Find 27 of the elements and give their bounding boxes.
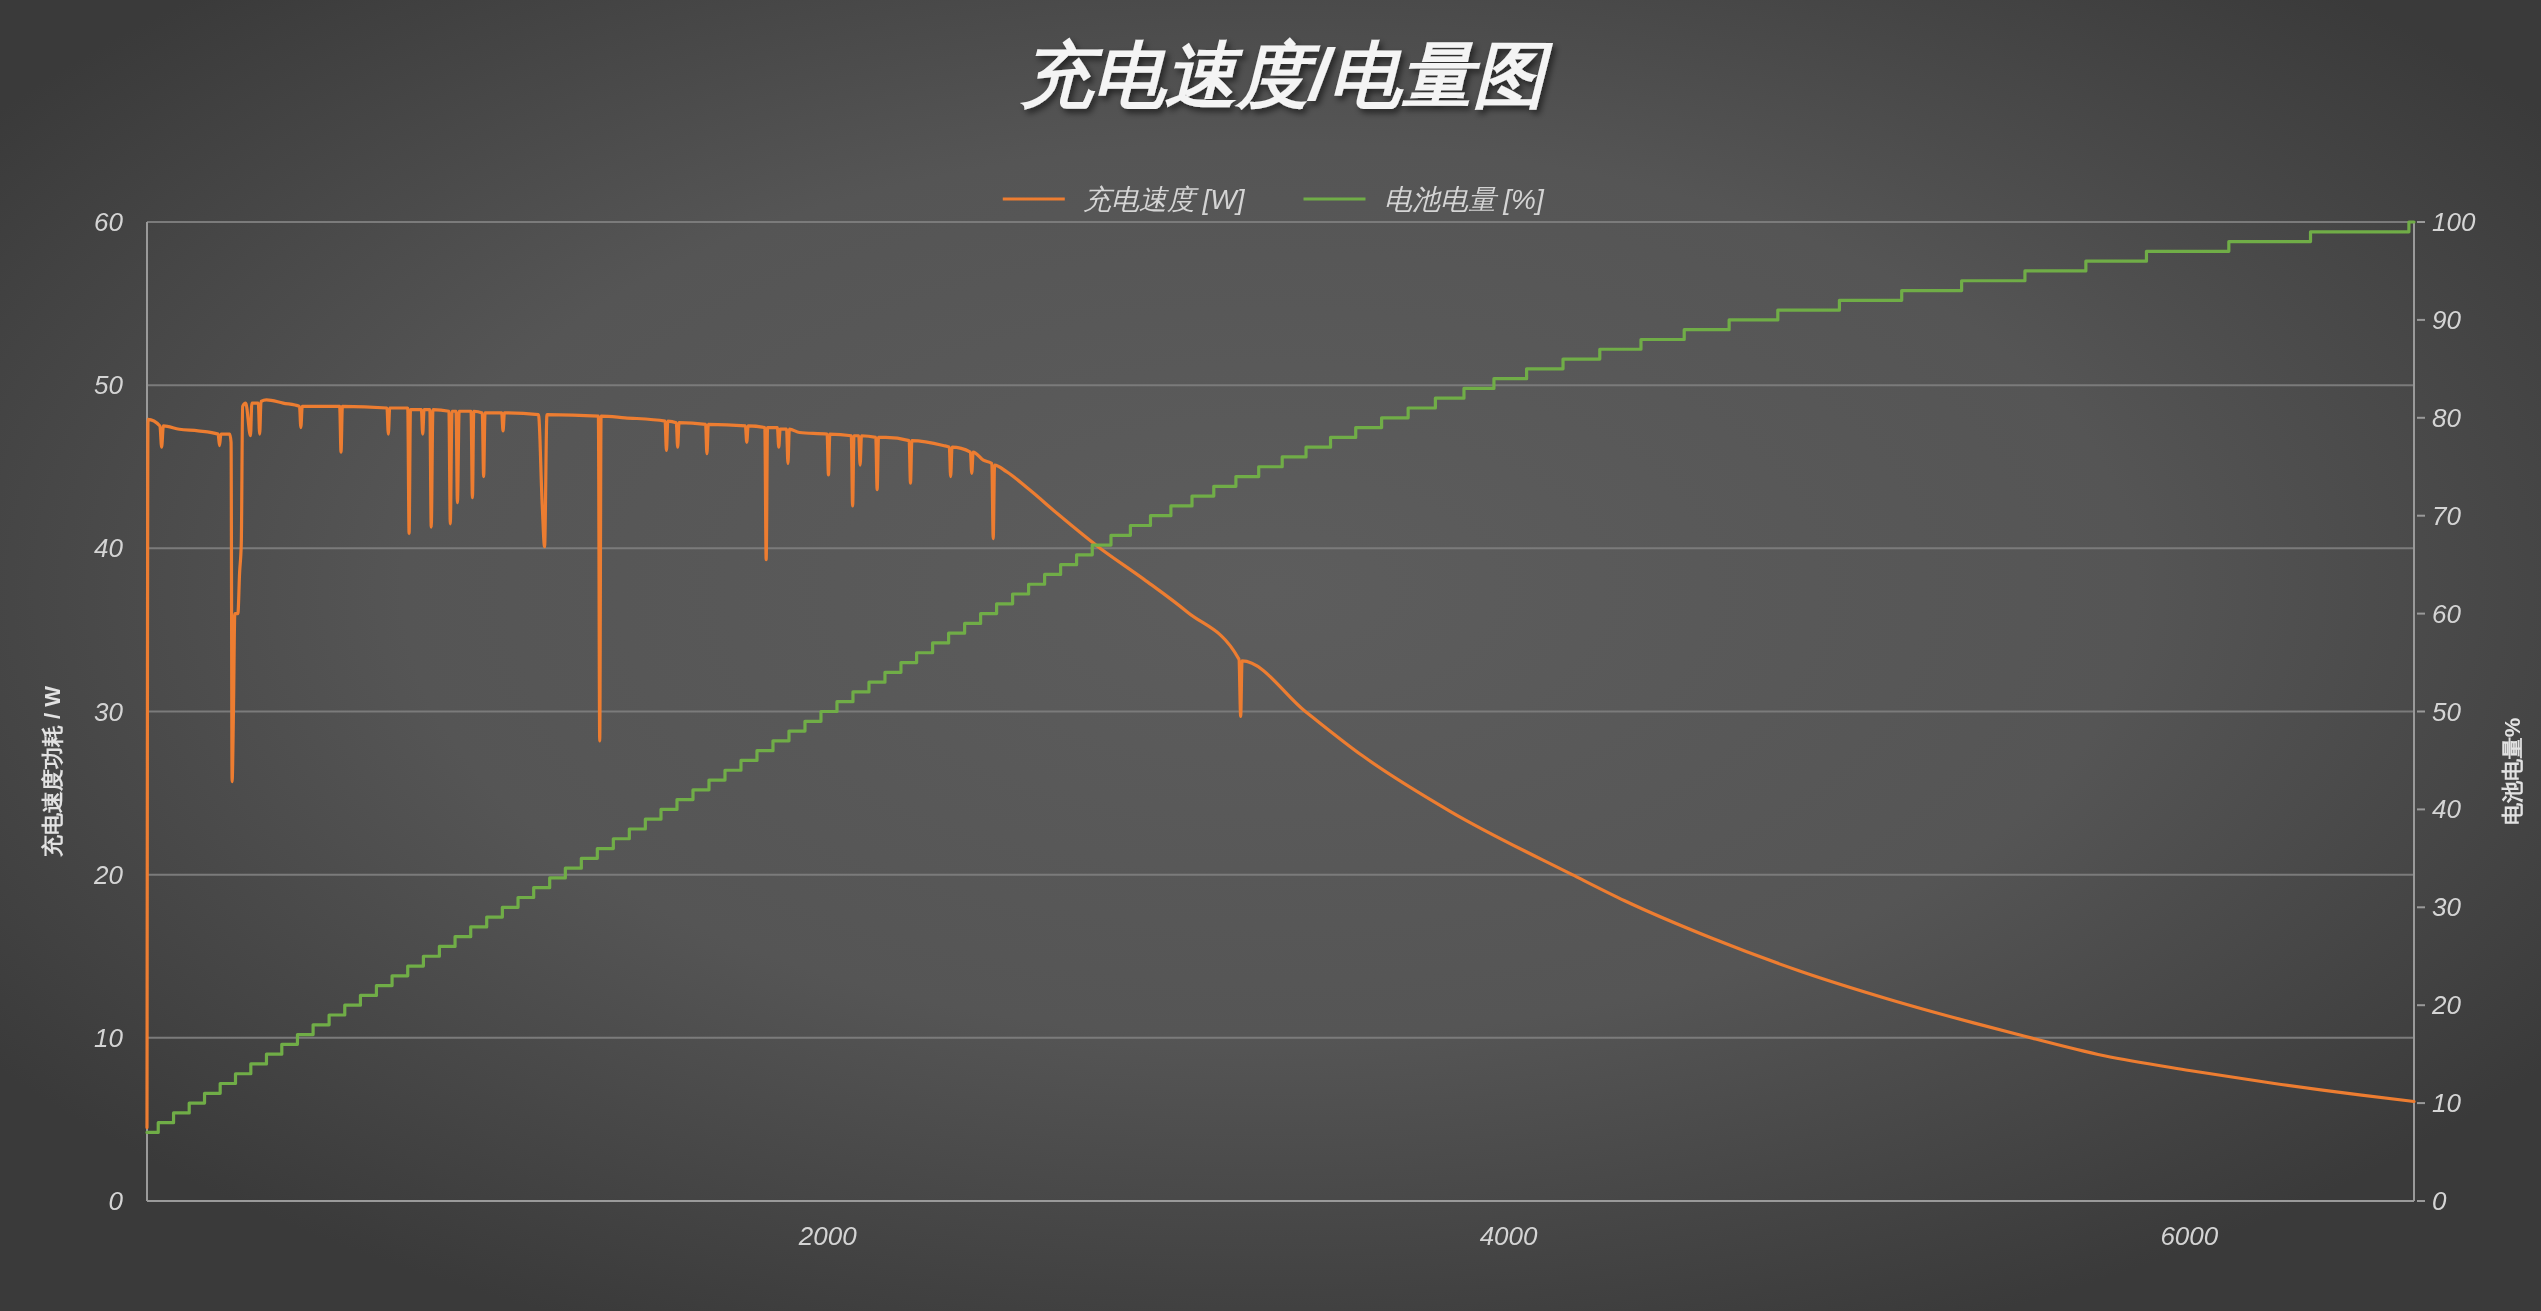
x-tick-label: 2000	[797, 1221, 858, 1251]
y2-tick-label: 70	[2432, 500, 2462, 531]
y-tick-label: 0	[108, 1186, 124, 1216]
y-tick-label: 60	[94, 207, 124, 237]
y-tick-label: 20	[93, 859, 124, 890]
y-tick-label: 40	[94, 533, 124, 564]
y2-tick-label: 100	[2432, 207, 2476, 237]
y2-tick-label: 20	[2431, 990, 2462, 1021]
legend-label: 电池电量 [%]	[1383, 183, 1545, 215]
y-axis-title: 充电速度功耗 / W	[39, 685, 65, 859]
y2-tick-label: 30	[2432, 892, 2462, 923]
line-series	[145, 398, 2416, 1130]
y2-tick-label: 80	[2432, 402, 2462, 433]
y2-tick-label: 40	[2432, 794, 2462, 825]
x-tick-label: 6000	[2160, 1221, 2219, 1251]
y2-axis-title: 电池电量%	[2499, 717, 2525, 826]
y2-tick-label: 0	[2432, 1186, 2447, 1216]
legend-label: 充电速度 [W]	[1082, 183, 1246, 215]
x-tick-label: 4000	[1479, 1221, 1539, 1251]
y2-tick-label: 90	[2432, 304, 2462, 335]
y-tick-label: 30	[94, 696, 124, 727]
y-tick-label: 50	[94, 370, 124, 401]
y2-tick-label: 10	[2432, 1088, 2462, 1119]
y2-tick-label: 50	[2432, 696, 2462, 727]
chart-title: 充电速度/电量图	[1019, 35, 1555, 115]
y2-tick-label: 60	[2432, 598, 2462, 629]
y-tick-label: 10	[94, 1022, 124, 1053]
